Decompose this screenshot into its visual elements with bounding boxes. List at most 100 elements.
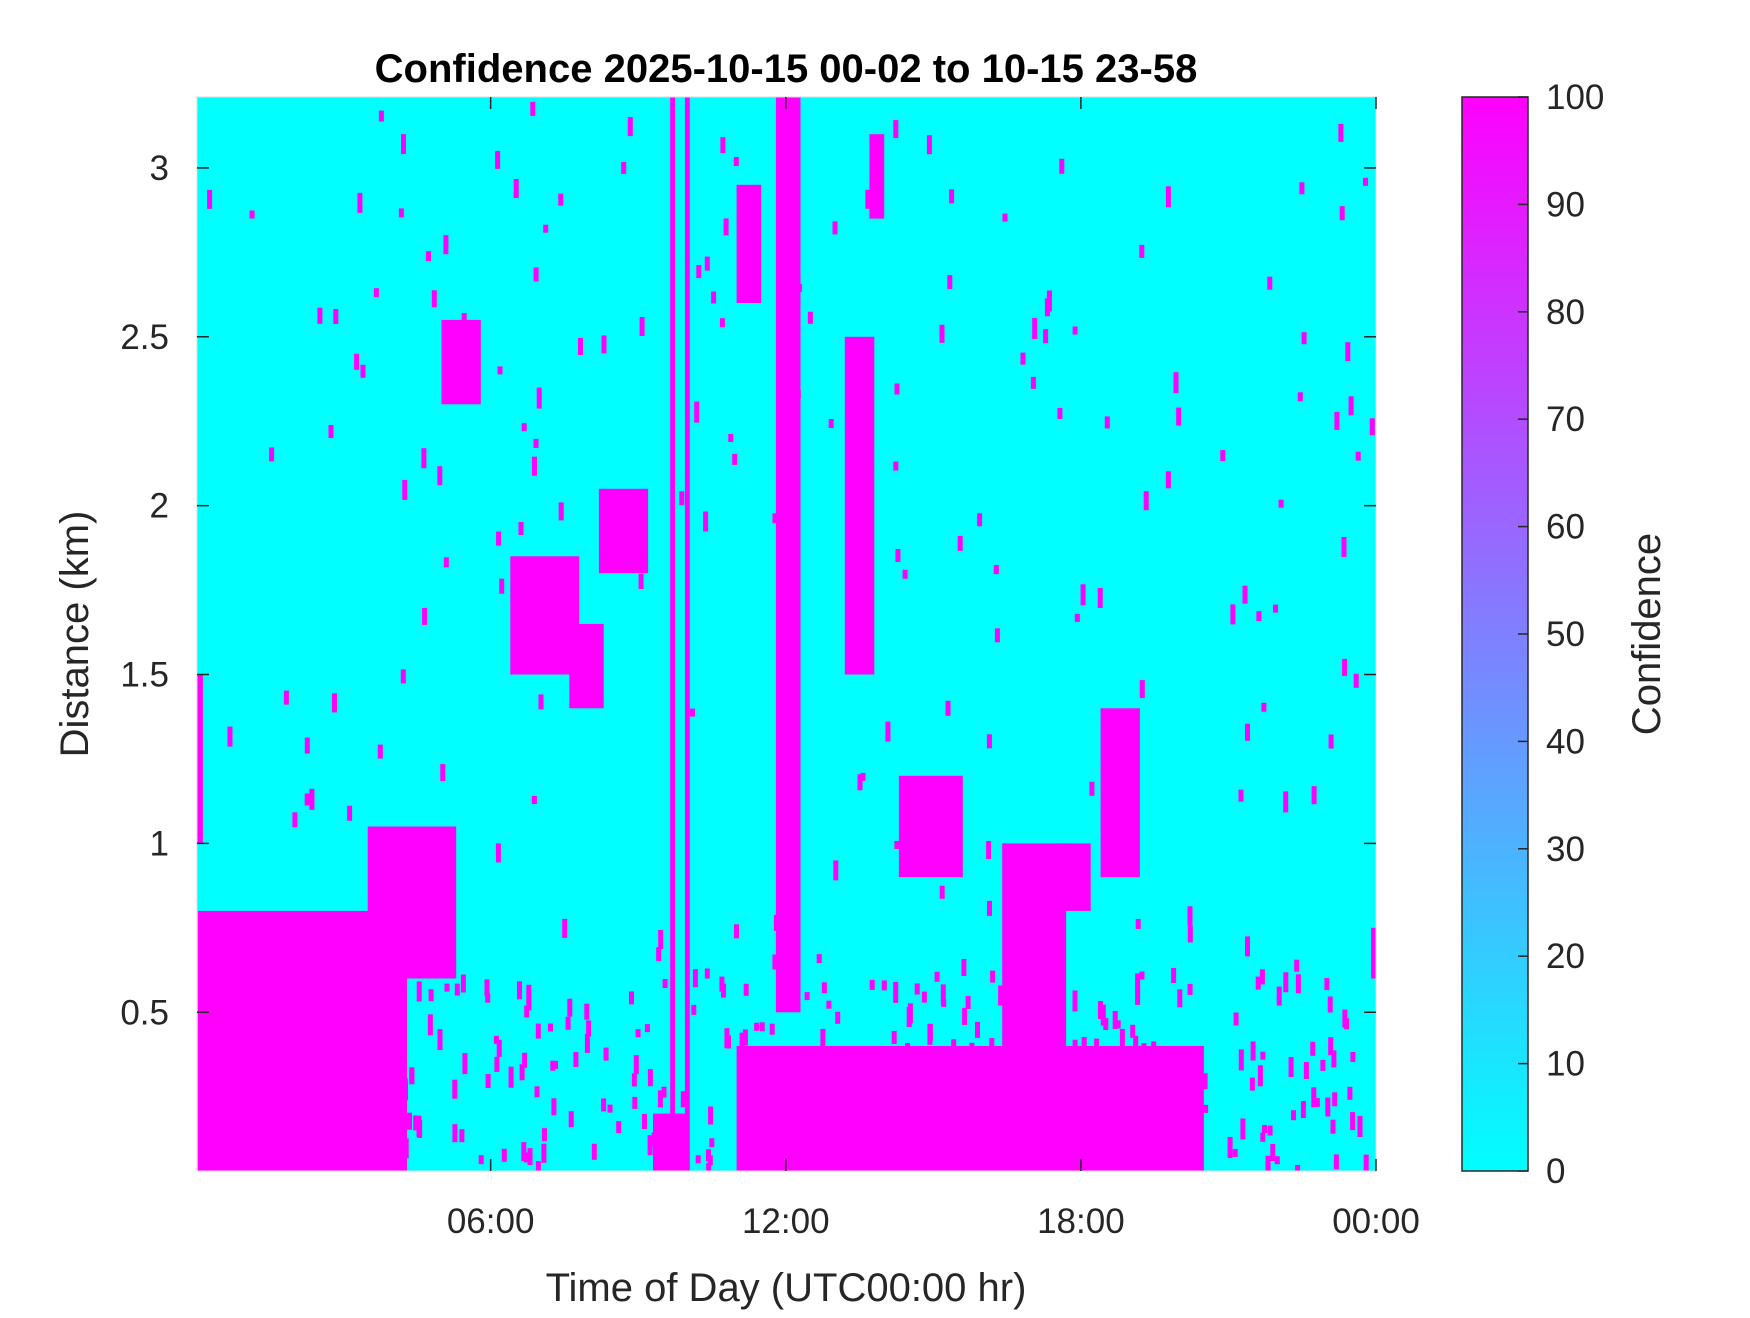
heat-region-3 [197,674,203,844]
heat-cell [532,456,537,476]
heat-cell [584,1003,590,1020]
colorbar-tick-label: 0 [1546,1152,1565,1191]
heat-cell [1353,673,1359,688]
heat-cell [334,1087,340,1100]
heat-cell [866,407,872,429]
heat-cell [496,1039,502,1057]
heat-cell [1267,276,1273,290]
heat-cell [1233,1012,1239,1026]
heat-cell [283,690,289,705]
heat-cell [286,1168,292,1171]
heat-cell [603,1047,609,1061]
heat-cell [1001,1055,1007,1066]
heat-cell [270,1044,276,1065]
heat-cell [1180,1132,1186,1143]
heat-cell [1270,1144,1276,1161]
heat-cell [994,1106,1000,1123]
heat-cell [807,311,813,324]
heat-cell [1074,1094,1080,1116]
heat-cell [521,1142,527,1162]
heat-region-12 [775,97,801,1013]
heat-cell [1016,879,1022,889]
heat-cell [207,189,213,209]
heat-cell [732,453,738,465]
heat-cell [371,1058,377,1076]
heat-cell [997,1052,1003,1071]
heat-cell [939,1106,945,1121]
heat-cell [749,1146,754,1157]
heat-cell [889,1167,895,1171]
heat-cell [743,983,749,996]
heat-cell [768,1080,774,1092]
heat-cell [632,1096,638,1109]
heat-cell [877,1083,883,1098]
heat-cell [804,992,810,1001]
heat-cell [217,1103,223,1124]
heat-cell [1119,1029,1125,1046]
heat-cell [1062,1096,1068,1105]
heat-cell [825,1087,831,1108]
heat-cell [377,744,383,759]
heat-cell [409,1067,415,1085]
heat-cell [462,1053,468,1075]
heat-cell [1177,989,1183,1008]
heat-cell [535,1023,541,1039]
heat-cell [987,900,992,916]
heat-cell [703,511,709,532]
heat-cell [1328,734,1334,749]
heat-cell [1332,1092,1338,1107]
heat-cell [311,1146,317,1156]
heat-cell [354,353,360,370]
heat-cell [515,596,521,609]
heat-cell [694,401,700,423]
heat-cell [940,984,946,1005]
heat-cell [711,291,717,304]
heat-cell [485,993,491,1003]
heat-cell [1135,973,1141,992]
heat-cell [1145,1158,1151,1170]
heat-cell [999,1156,1005,1171]
heat-cell [975,1021,980,1038]
x-tick-label: 00:00 [1332,1202,1420,1241]
heat-cell [1301,332,1307,345]
colorbar-tick-label: 50 [1546,615,1585,654]
heat-region-9 [670,97,676,1171]
heat-cell [895,549,901,562]
heat-cell [309,788,315,810]
heat-cell [1165,471,1171,489]
heat-cell [1141,1043,1147,1052]
heat-cell [1276,986,1282,1006]
heat-cell [826,1000,832,1009]
heat-cell [1003,1142,1008,1157]
heat-cell [833,1159,839,1168]
heat-cell [535,1161,541,1171]
heat-cell [1002,213,1008,222]
heat-cell [247,1014,252,1022]
heat-cell [865,189,871,209]
heat-cell [994,628,1000,643]
heat-cell [633,1055,639,1075]
heat-cell [454,983,460,996]
heat-cell [360,364,366,378]
heat-cell [356,1120,362,1129]
y-tick-label: 3 [150,149,169,188]
heat-cell [573,1052,579,1067]
heat-cell [378,110,384,122]
y-axis-ticks: 0.5 1 1.5 2 2.5 3 [120,149,1376,1032]
heat-region-5 [510,556,580,675]
heat-cell [1080,584,1086,606]
heat-cell [639,317,645,336]
heat-cell [1133,1035,1139,1050]
heat-cell [1238,1049,1244,1071]
y-tick-label: 1 [150,824,169,863]
heat-cell [241,1038,247,1056]
heat-cell [437,466,443,486]
heat-cell [833,860,839,881]
heat-cell [1133,1053,1138,1065]
heat-cell [869,979,875,990]
heat-cell [499,578,505,594]
heat-cell [939,324,945,343]
heat-cell [1059,158,1065,174]
heat-cell [1104,1144,1110,1159]
heat-cell [647,1069,653,1087]
